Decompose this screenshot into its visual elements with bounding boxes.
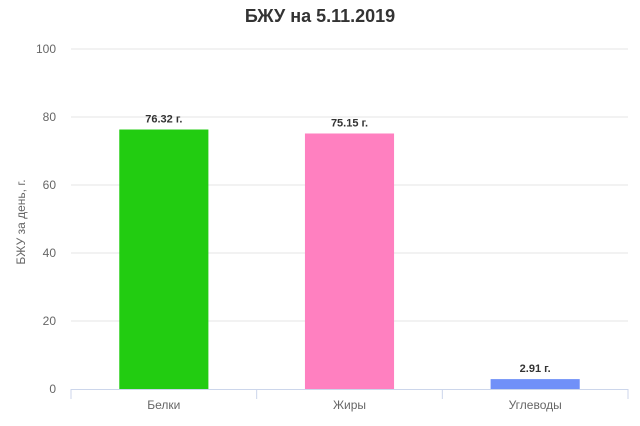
bars bbox=[119, 129, 580, 389]
bar-1[interactable] bbox=[119, 129, 209, 389]
y-tick-label: 0 bbox=[49, 382, 56, 396]
data-label: 2.91 г. bbox=[520, 363, 551, 375]
y-axis-title: БЖУ за день, г. bbox=[14, 179, 28, 264]
y-tick-label: 60 bbox=[43, 178, 57, 192]
data-label: 76.32 г. bbox=[145, 114, 182, 126]
x-category-label: Углеводы bbox=[509, 398, 562, 412]
bar-2[interactable] bbox=[304, 133, 395, 389]
chart-title: БЖУ на 5.11.2019 bbox=[244, 6, 396, 26]
data-label: 75.15 г. bbox=[331, 117, 368, 129]
labels: 0 20 40 60 80 100 76.32 г. Белки 75.15 г. Жиры 2.9… bbox=[36, 42, 562, 412]
y-tick-label: 40 bbox=[43, 246, 57, 260]
axes bbox=[70, 389, 629, 399]
y-tick-label: 100 bbox=[36, 42, 56, 56]
y-tick-label: 20 bbox=[43, 314, 57, 328]
x-category-label: Белки bbox=[147, 398, 180, 412]
x-category-label: Жиры bbox=[333, 398, 366, 412]
y-tick-label: 80 bbox=[43, 110, 57, 124]
bar-3[interactable] bbox=[490, 379, 580, 389]
